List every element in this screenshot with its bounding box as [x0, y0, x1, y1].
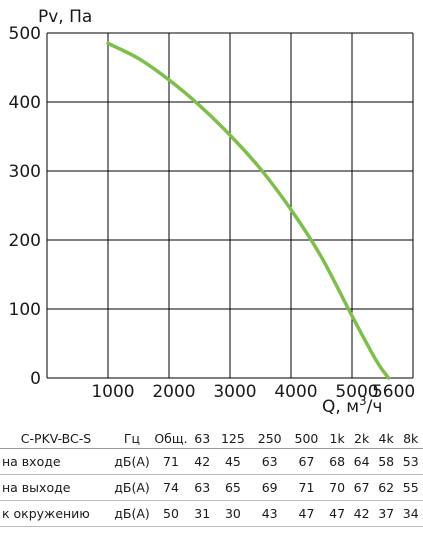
band-value-cell: 68 [329, 454, 346, 469]
table-row: на выходе дБ(А) 74 63 65 69 71 70 67 62 55 [0, 475, 423, 501]
band-header: 500 [294, 430, 319, 446]
row-label: к окружению [2, 506, 90, 521]
x-axis-label-tail: /ч [367, 397, 383, 417]
band-header: 125 [220, 430, 245, 446]
band-value-cell: 65 [224, 480, 241, 495]
unit-cell: дБ(А) [114, 454, 150, 469]
band-value-cell: 63 [194, 480, 211, 495]
fan-curve-chart: 0 100 200 300 400 500 1000 2000 3000 4000 5000560… [9, 7, 416, 417]
row-label: на выходе [2, 480, 71, 495]
total-cell: 50 [163, 506, 179, 521]
y-tick-label: 300 [9, 162, 41, 182]
chart-grid [46, 32, 414, 379]
band-value-cell: 43 [261, 506, 278, 521]
y-tick-label: 500 [9, 24, 41, 44]
y-tick-label: 100 [9, 300, 41, 320]
total-cell: 74 [163, 480, 179, 495]
band-value-cell: 31 [194, 506, 211, 521]
band-header: 63 [194, 430, 211, 446]
x-axis-label-main: Q, м [322, 397, 359, 417]
band-value-cell: 55 [402, 480, 419, 495]
band-value-cell: 62 [378, 480, 395, 495]
band-header: 1k [329, 430, 345, 446]
noise-spec-table: C-PKV-BC-S Гц Общ. 63 125 250 500 1k 2k 4k 8k н… [0, 428, 423, 527]
y-axis-label: Pv, Па [38, 7, 92, 27]
band-header: 250 [257, 430, 282, 446]
table-header-row: C-PKV-BC-S Гц Общ. 63 125 250 500 1k 2k 4k 8k [0, 428, 423, 449]
y-tick-label: 200 [9, 231, 41, 251]
band-value-cell: 45 [224, 454, 241, 469]
y-tick-label: 400 [9, 93, 41, 113]
x-tick-label: 5600 [372, 382, 415, 402]
band-value-cell: 70 [329, 480, 346, 495]
band-value-cell: 42 [194, 454, 211, 469]
table-row: на входе дБ(А) 71 42 45 63 67 68 64 58 53 [0, 449, 423, 475]
model-name: C-PKV-BC-S [20, 430, 92, 446]
pressure-curve [106, 41, 391, 380]
row-label: на входе [2, 454, 61, 469]
band-value-cell: 64 [353, 454, 370, 469]
x-tick-label: 5000 [335, 382, 378, 402]
hz-header: Гц [123, 430, 141, 446]
band-value-cell: 47 [298, 506, 315, 521]
band-header: 8k [403, 430, 419, 446]
x-tick-label: 3000 [213, 382, 256, 402]
band-value-cell: 34 [402, 506, 419, 521]
y-axis-ticks: 0 100 200 300 400 500 [9, 24, 41, 389]
y-tick-label: 0 [30, 369, 41, 389]
band-value-cell: 30 [224, 506, 241, 521]
band-value-cell: 69 [261, 480, 278, 495]
x-tick-label: 4000 [274, 382, 317, 402]
unit-cell: дБ(А) [114, 506, 150, 521]
total-header: Общ. [154, 430, 188, 446]
table-row: к окружению дБ(А) 50 31 30 43 47 47 42 37 34 [0, 501, 423, 527]
band-value-cell: 37 [378, 506, 395, 521]
band-value-cell: 67 [353, 480, 370, 495]
band-value-cell: 42 [353, 506, 370, 521]
band-header: 2k [354, 430, 370, 446]
x-axis-label: Q, м3/ч [322, 394, 382, 417]
band-header: 4k [378, 430, 394, 446]
total-cell: 71 [163, 454, 179, 469]
band-value-cell: 58 [378, 454, 395, 469]
band-value-cell: 63 [261, 454, 278, 469]
unit-cell: дБ(А) [114, 480, 150, 495]
band-value-cell: 71 [298, 480, 315, 495]
band-value-cell: 67 [298, 454, 315, 469]
x-axis-label-sup: 3 [359, 394, 367, 408]
x-tick-label: 2000 [152, 382, 195, 402]
band-value-cell: 53 [402, 454, 419, 469]
band-value-cell: 47 [329, 506, 346, 521]
x-tick-label: 1000 [91, 382, 134, 402]
table-body: на входе дБ(А) 71 42 45 63 67 68 64 58 53 на выходе… [0, 449, 423, 527]
